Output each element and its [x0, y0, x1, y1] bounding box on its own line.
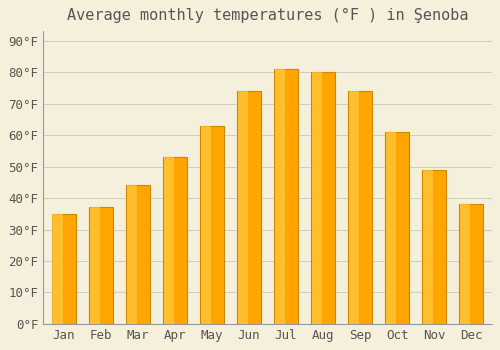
Bar [88, 208, 112, 324]
FancyBboxPatch shape [52, 214, 62, 324]
Bar [385, 132, 409, 324]
FancyBboxPatch shape [164, 157, 174, 324]
Bar [237, 91, 261, 324]
Bar [422, 170, 446, 324]
FancyBboxPatch shape [90, 208, 100, 324]
FancyBboxPatch shape [423, 170, 434, 324]
Bar [348, 91, 372, 324]
Bar [274, 69, 298, 324]
FancyBboxPatch shape [238, 91, 248, 324]
Title: Average monthly temperatures (°F ) in Şenoba: Average monthly temperatures (°F ) in Şe… [66, 8, 468, 23]
FancyBboxPatch shape [201, 126, 211, 324]
Bar [459, 204, 483, 324]
FancyBboxPatch shape [460, 204, 470, 324]
FancyBboxPatch shape [349, 91, 359, 324]
FancyBboxPatch shape [275, 69, 285, 324]
FancyBboxPatch shape [386, 132, 396, 324]
Bar [52, 214, 76, 324]
FancyBboxPatch shape [312, 72, 322, 324]
Bar [200, 126, 224, 324]
Bar [162, 157, 187, 324]
Bar [311, 72, 335, 324]
Bar [126, 186, 150, 324]
FancyBboxPatch shape [126, 186, 136, 324]
